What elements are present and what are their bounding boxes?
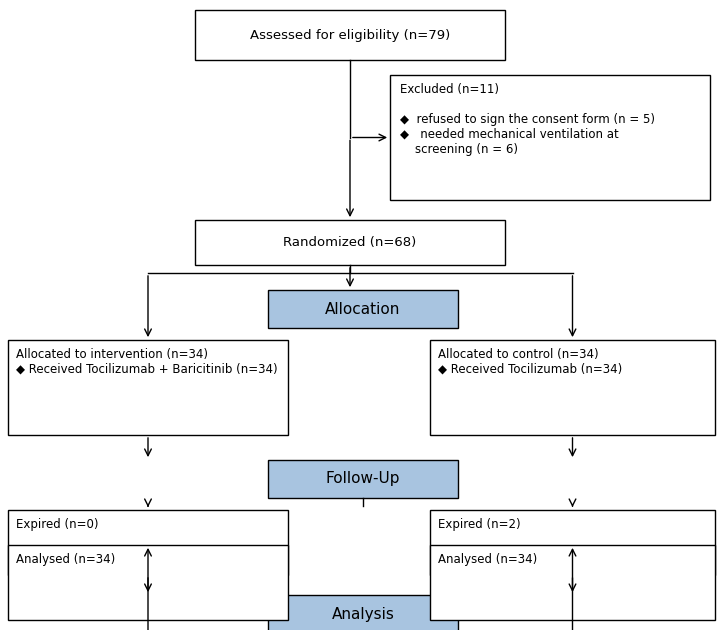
Text: Allocated to control (n=34)
◆ Received Tocilizumab (n=34): Allocated to control (n=34) ◆ Received T… bbox=[438, 348, 622, 376]
Bar bbox=[268, 460, 458, 498]
Bar bbox=[430, 340, 715, 435]
Bar bbox=[268, 595, 458, 630]
Bar bbox=[430, 510, 715, 575]
Bar bbox=[195, 10, 505, 60]
Text: Allocated to intervention (n=34)
◆ Received Tocilizumab + Baricitinib (n=34): Allocated to intervention (n=34) ◆ Recei… bbox=[16, 348, 277, 376]
Text: Randomized (n=68): Randomized (n=68) bbox=[283, 236, 417, 249]
Bar bbox=[195, 220, 505, 265]
Bar bbox=[8, 340, 288, 435]
Text: Analysed (n=34): Analysed (n=34) bbox=[438, 553, 537, 566]
Bar bbox=[390, 75, 710, 200]
Text: Analysed (n=34): Analysed (n=34) bbox=[16, 553, 115, 566]
Bar bbox=[8, 545, 288, 620]
Text: Expired (n=2): Expired (n=2) bbox=[438, 518, 521, 531]
Bar bbox=[8, 510, 288, 575]
Text: Excluded (n=11)

◆  refused to sign the consent form (n = 5)
◆   needed mechanic: Excluded (n=11) ◆ refused to sign the co… bbox=[400, 83, 655, 156]
Text: Assessed for eligibility (n=79): Assessed for eligibility (n=79) bbox=[250, 28, 450, 42]
Bar bbox=[268, 290, 458, 328]
Bar bbox=[430, 545, 715, 620]
Text: Analysis: Analysis bbox=[332, 607, 394, 622]
Text: Expired (n=0): Expired (n=0) bbox=[16, 518, 99, 531]
Text: Allocation: Allocation bbox=[325, 302, 401, 316]
Text: Follow-Up: Follow-Up bbox=[326, 471, 400, 486]
